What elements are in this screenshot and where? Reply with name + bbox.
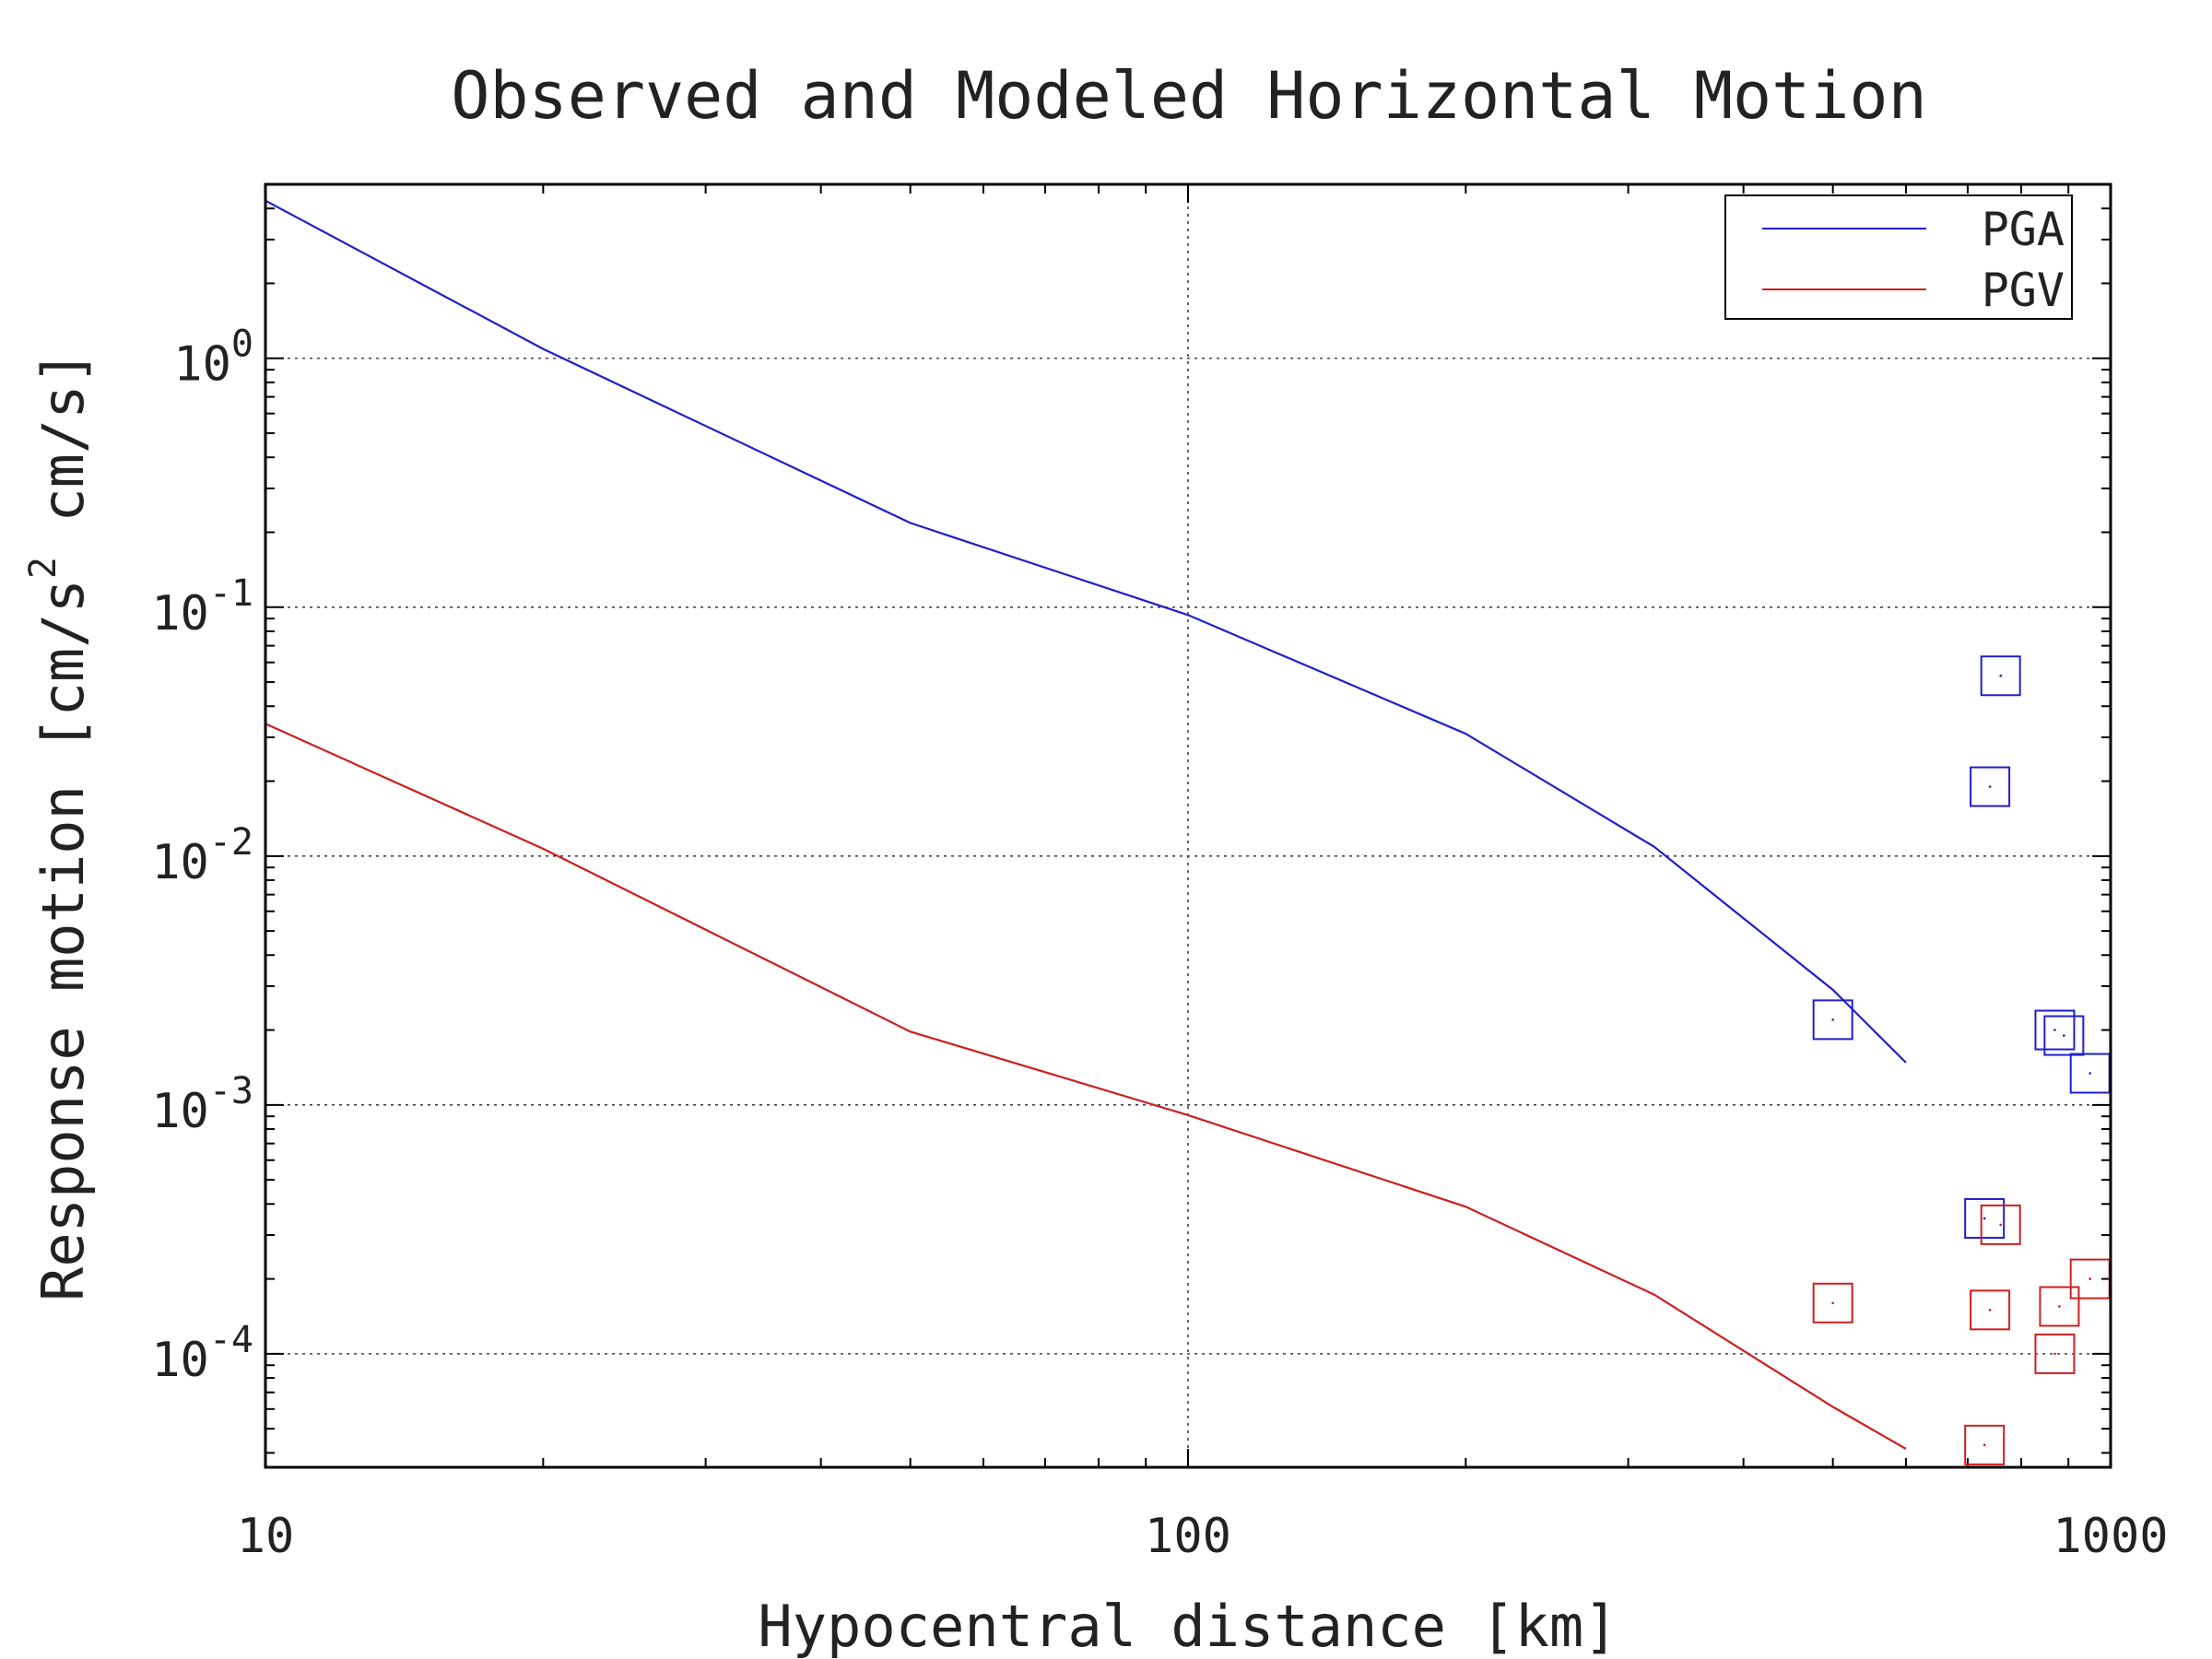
- minor-ticks: [265, 183, 2111, 1467]
- y-tick-label-base: 10: [151, 586, 209, 641]
- y-tick-label-base: 10: [151, 835, 209, 890]
- observed-point-pgv: [1831, 1301, 1834, 1305]
- y-tick-label: 10-2: [151, 821, 253, 890]
- y-tick-label-exponent: -4: [209, 1319, 253, 1361]
- x-tick-label: 100: [1145, 1509, 1231, 1564]
- y-tick-label-exponent: 0: [231, 324, 253, 366]
- observed-marker-pga: [1970, 766, 2011, 807]
- observed-marker-pgv: [2039, 1286, 2080, 1327]
- observed-point-pga: [2088, 1072, 2092, 1075]
- x-axis-label: Hypocentral distance [km]: [758, 1593, 1618, 1659]
- observed-point-pgv: [1999, 1223, 2002, 1227]
- observed-marker-pgv: [1812, 1282, 1853, 1324]
- y-tick-label-base: 10: [173, 337, 231, 393]
- legend: PGA PGV: [1724, 194, 2073, 320]
- series-line-pgv: [265, 723, 1907, 1450]
- observed-marker-pgv: [1970, 1289, 2011, 1331]
- y-axis-label-end: cm/s]: [29, 350, 97, 557]
- observed-point-pgv: [2088, 1277, 2092, 1280]
- observed-marker-pgv: [1980, 1204, 2021, 1245]
- observed-point-pga: [1999, 674, 2002, 677]
- x-tick-label: 1000: [2053, 1509, 2168, 1564]
- chart-title: Observed and Modeled Horizontal Motion: [451, 58, 1926, 134]
- y-tick-label-base: 10: [151, 1333, 209, 1388]
- legend-label-pgv: PGV: [1982, 264, 2065, 317]
- observed-point-pga: [2053, 1029, 2056, 1031]
- y-tick-label: 100: [173, 324, 253, 393]
- observed-point-pgv: [2053, 1352, 2056, 1356]
- y-tick-label: 10-4: [151, 1319, 253, 1388]
- series-layer: [265, 199, 2111, 1465]
- x-tick-label: 10: [237, 1509, 295, 1564]
- plot-frame: [264, 182, 2112, 1469]
- observed-point-pgv: [2058, 1305, 2061, 1308]
- y-tick-label: 10-1: [151, 572, 253, 641]
- observed-point-pga: [1988, 785, 1992, 788]
- observed-point-pga: [2063, 1034, 2065, 1037]
- observed-marker-pga: [1812, 999, 1853, 1041]
- observed-point-pga: [1983, 1217, 1986, 1220]
- observed-marker-pga: [2043, 1015, 2085, 1056]
- y-tick-label-exponent: -3: [209, 1070, 253, 1112]
- legend-label-pga: PGA: [1982, 203, 2065, 256]
- observed-point-pga: [1831, 1018, 1834, 1021]
- y-tick-label-base: 10: [151, 1084, 209, 1139]
- observed-point-pgv: [1988, 1309, 1992, 1312]
- grid: [265, 184, 2111, 1467]
- x-tick-labels: 10 100 1000: [237, 1509, 2169, 1564]
- observed-marker-pgv: [1964, 1424, 2006, 1465]
- y-tick-label-exponent: -2: [209, 821, 253, 864]
- y-axis-label: Response motion [cm/s2 cm/s]: [22, 350, 97, 1301]
- legend-box: [1724, 194, 2073, 320]
- observed-point-pgv: [1983, 1443, 1986, 1447]
- observed-marker-pgv: [2034, 1333, 2076, 1374]
- observed-marker-pga: [2034, 1009, 2076, 1051]
- observed-marker-pga: [1980, 655, 2021, 697]
- observed-marker-pga: [1964, 1197, 2006, 1239]
- y-tick-label: 10-3: [151, 1070, 253, 1139]
- y-axis-label-superscript: 2: [22, 557, 65, 579]
- y-tick-label-exponent: -1: [209, 572, 253, 615]
- series-line-pga: [265, 199, 1907, 1064]
- y-axis-label-main: Response motion [cm/s: [29, 579, 97, 1301]
